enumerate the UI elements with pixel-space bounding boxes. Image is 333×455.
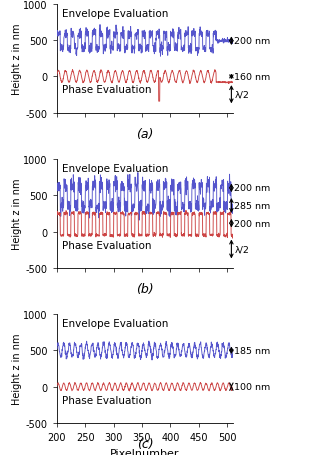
Text: 100 nm: 100 nm — [234, 382, 270, 391]
X-axis label: Pixelnumber: Pixelnumber — [110, 448, 179, 455]
Text: 200 nm: 200 nm — [234, 219, 270, 228]
Text: (b): (b) — [136, 283, 154, 295]
Text: Envelope Evaluation: Envelope Evaluation — [62, 9, 169, 19]
Text: (c): (c) — [137, 437, 153, 450]
Y-axis label: Height z in nm: Height z in nm — [12, 333, 22, 404]
Text: Phase Evaluation: Phase Evaluation — [62, 395, 152, 405]
Text: Envelope Evaluation: Envelope Evaluation — [62, 318, 169, 329]
Text: 200 nm: 200 nm — [234, 184, 270, 193]
Text: Phase Evaluation: Phase Evaluation — [62, 85, 152, 95]
Text: Envelope Evaluation: Envelope Evaluation — [62, 164, 169, 174]
Text: (a): (a) — [136, 128, 154, 141]
Y-axis label: Height z in nm: Height z in nm — [12, 178, 22, 249]
Text: λ/2: λ/2 — [234, 91, 249, 100]
Text: λ/2: λ/2 — [234, 245, 249, 254]
Text: Phase Evaluation: Phase Evaluation — [62, 241, 152, 251]
Y-axis label: Height z in nm: Height z in nm — [12, 23, 22, 95]
Text: 185 nm: 185 nm — [234, 346, 270, 355]
Text: 285 nm: 285 nm — [234, 202, 270, 211]
Text: 160 nm: 160 nm — [234, 73, 270, 82]
Text: 200 nm: 200 nm — [234, 37, 270, 46]
